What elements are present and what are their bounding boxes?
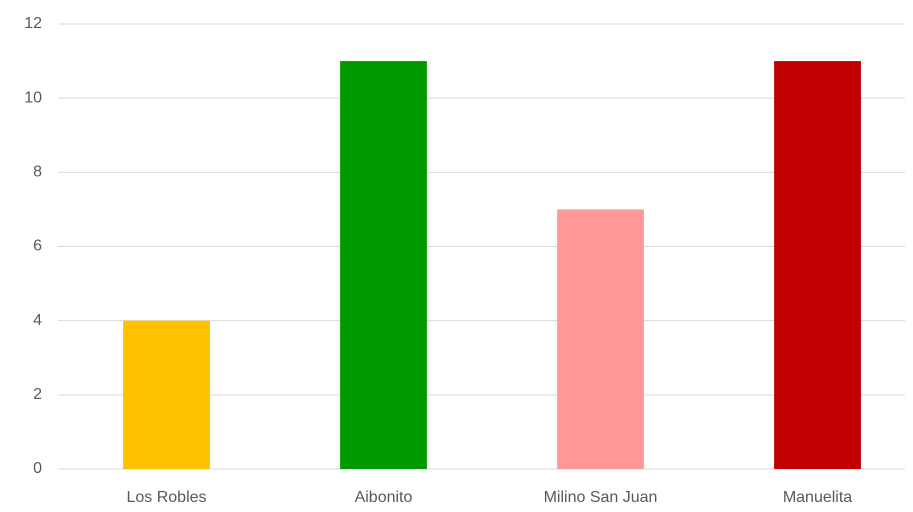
bar bbox=[774, 61, 861, 469]
y-tick-label: 6 bbox=[33, 238, 42, 255]
bar bbox=[557, 209, 644, 469]
y-tick-label: 4 bbox=[33, 312, 42, 329]
y-tick-label: 2 bbox=[33, 386, 42, 403]
y-tick-label: 10 bbox=[24, 89, 42, 106]
x-tick-label: Los Robles bbox=[126, 489, 206, 506]
y-tick-label: 0 bbox=[33, 460, 42, 477]
x-tick-label: Manuelita bbox=[783, 489, 852, 506]
bar bbox=[123, 320, 210, 469]
bar bbox=[340, 61, 427, 469]
y-tick-label: 8 bbox=[33, 164, 42, 181]
y-tick-label: 12 bbox=[24, 15, 42, 32]
x-tick-label: Aibonito bbox=[355, 489, 413, 506]
x-tick-label: Milino San Juan bbox=[544, 489, 658, 506]
